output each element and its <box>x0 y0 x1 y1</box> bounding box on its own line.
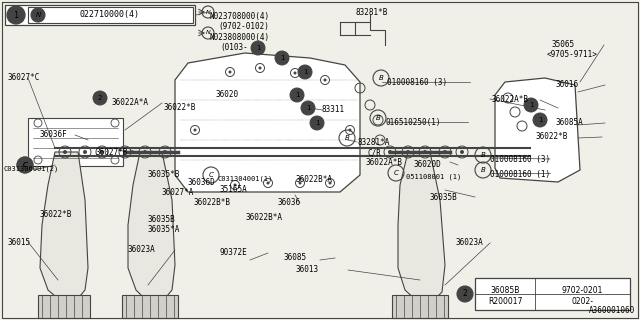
Text: 36027*B: 36027*B <box>95 148 127 157</box>
Circle shape <box>228 70 232 74</box>
Text: 010008160 (3): 010008160 (3) <box>387 78 447 87</box>
Text: 36022B*B: 36022B*B <box>193 198 230 207</box>
Text: B: B <box>379 75 383 81</box>
Polygon shape <box>40 152 88 302</box>
Text: 83281*A: 83281*A <box>358 138 390 147</box>
Text: A360001060: A360001060 <box>589 306 635 315</box>
Text: 36027*A: 36027*A <box>162 188 195 197</box>
Text: 36035*B: 36035*B <box>148 170 180 179</box>
Text: 1: 1 <box>13 11 19 20</box>
Text: 36035B: 36035B <box>148 215 176 224</box>
Circle shape <box>93 91 107 105</box>
Text: 36023A: 36023A <box>455 238 483 247</box>
Text: 010008160 (3): 010008160 (3) <box>490 155 550 164</box>
Circle shape <box>406 150 410 154</box>
Text: R200017: R200017 <box>488 297 522 306</box>
Text: <9705-9711>: <9705-9711> <box>547 50 598 59</box>
Text: 36023A: 36023A <box>128 245 156 254</box>
Circle shape <box>533 113 547 127</box>
Circle shape <box>123 150 127 154</box>
Text: 36035*A: 36035*A <box>148 225 180 234</box>
Text: 36016: 36016 <box>556 80 579 89</box>
Circle shape <box>100 150 104 154</box>
Text: 90372E: 90372E <box>220 248 248 257</box>
Text: 1: 1 <box>306 105 310 111</box>
Text: 0202-: 0202- <box>571 297 593 306</box>
Text: 1: 1 <box>256 45 260 51</box>
Text: C031304001(1): C031304001(1) <box>218 175 273 181</box>
Circle shape <box>7 6 25 24</box>
FancyBboxPatch shape <box>28 7 193 23</box>
Text: 36022A*B: 36022A*B <box>365 158 402 167</box>
Text: 022710000(4): 022710000(4) <box>80 11 140 20</box>
Text: C: C <box>209 172 213 178</box>
Text: C: C <box>394 170 399 176</box>
Text: 36022B*A: 36022B*A <box>295 175 332 184</box>
Text: 83311: 83311 <box>322 105 345 114</box>
Text: 1: 1 <box>295 92 300 98</box>
Circle shape <box>266 181 269 185</box>
Text: 36085A: 36085A <box>555 118 583 127</box>
Circle shape <box>294 71 296 75</box>
Polygon shape <box>495 78 580 182</box>
Text: 36013: 36013 <box>295 265 318 274</box>
Text: 36036D: 36036D <box>188 178 216 187</box>
Text: N: N <box>35 12 40 18</box>
Text: 36020: 36020 <box>215 90 238 99</box>
Polygon shape <box>128 152 175 302</box>
Text: (0103-: (0103- <box>220 43 248 52</box>
Text: 2: 2 <box>98 95 102 101</box>
Circle shape <box>460 150 464 154</box>
Text: 36036: 36036 <box>278 198 301 207</box>
Circle shape <box>259 67 262 69</box>
Text: 36085: 36085 <box>283 253 306 262</box>
Circle shape <box>423 150 427 154</box>
Text: 1: 1 <box>529 102 533 108</box>
Text: 1: 1 <box>538 117 542 123</box>
Text: 36022A*B: 36022A*B <box>492 95 529 104</box>
Polygon shape <box>122 295 178 318</box>
Text: N023708000(4): N023708000(4) <box>210 12 270 21</box>
Text: 36022B*A: 36022B*A <box>245 213 282 222</box>
Text: B: B <box>344 135 349 141</box>
Text: (9702-0102): (9702-0102) <box>218 22 269 31</box>
Circle shape <box>298 181 301 185</box>
Text: B: B <box>481 167 485 173</box>
Text: C031306001(2): C031306001(2) <box>4 165 60 172</box>
Text: 36020D: 36020D <box>414 160 442 169</box>
Circle shape <box>310 116 324 130</box>
Text: 36035B: 36035B <box>430 193 458 202</box>
Circle shape <box>251 41 265 55</box>
Text: N: N <box>205 10 211 14</box>
Circle shape <box>457 286 473 302</box>
Text: 36027*C: 36027*C <box>8 73 40 82</box>
FancyBboxPatch shape <box>5 5 195 25</box>
Circle shape <box>193 129 196 132</box>
Circle shape <box>323 78 326 82</box>
FancyBboxPatch shape <box>28 118 123 166</box>
FancyBboxPatch shape <box>475 278 630 310</box>
Circle shape <box>524 98 538 112</box>
Text: B: B <box>481 152 485 158</box>
Polygon shape <box>392 295 448 318</box>
Circle shape <box>290 88 304 102</box>
Text: 36085B: 36085B <box>490 286 520 295</box>
Circle shape <box>163 150 167 154</box>
Polygon shape <box>175 53 360 192</box>
Polygon shape <box>398 152 445 302</box>
Circle shape <box>298 65 312 79</box>
Polygon shape <box>38 295 90 318</box>
Circle shape <box>143 150 147 154</box>
Text: 36015: 36015 <box>8 238 31 247</box>
Circle shape <box>328 181 332 185</box>
Text: 36022*B: 36022*B <box>163 103 195 112</box>
Text: 051108001 (1): 051108001 (1) <box>406 173 461 180</box>
Text: 36022*B: 36022*B <box>535 132 568 141</box>
Text: 2: 2 <box>463 290 467 299</box>
Text: 35065: 35065 <box>551 40 574 49</box>
Text: 35165A: 35165A <box>220 185 248 194</box>
Circle shape <box>234 183 237 187</box>
Circle shape <box>83 150 87 154</box>
Circle shape <box>301 101 315 115</box>
